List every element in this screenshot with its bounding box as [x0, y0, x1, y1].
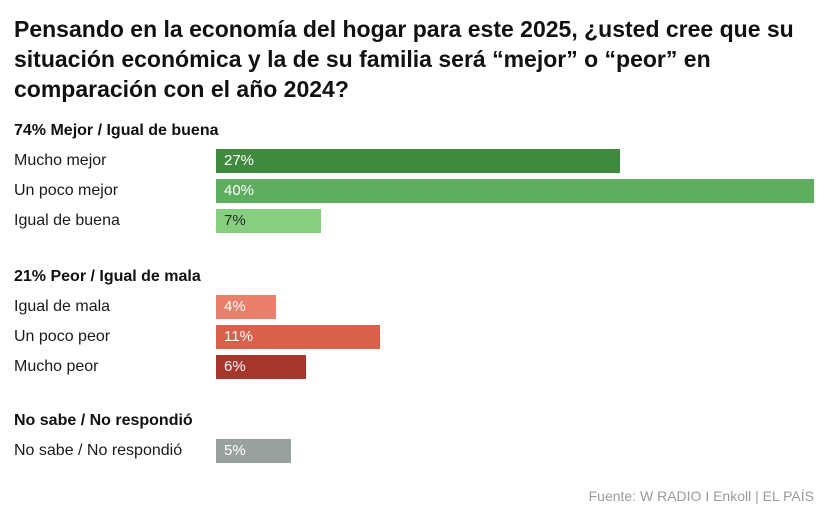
data-label: 11% — [224, 328, 253, 345]
data-label: 40% — [224, 182, 255, 199]
bar: 4% — [216, 295, 276, 319]
data-label: 5% — [224, 442, 246, 459]
chart-title: Pensando en la economía del hogar para e… — [14, 16, 794, 102]
category-label: Igual de mala — [14, 298, 111, 315]
source-note: Fuente: W RADIO I Enkoll | EL PAÍS — [588, 488, 814, 504]
bar: 7% — [216, 209, 321, 233]
group-title: 74% Mejor / Igual de buena — [14, 122, 219, 139]
category-label: Un poco peor — [14, 328, 111, 345]
category-label: Mucho peor — [14, 358, 99, 375]
data-label: 4% — [224, 298, 246, 315]
group-title: No sabe / No respondió — [14, 412, 193, 429]
data-label: 6% — [224, 358, 246, 375]
data-label: 7% — [224, 212, 246, 229]
category-label: Mucho mejor — [14, 152, 107, 169]
group-title: 21% Peor / Igual de mala — [14, 268, 201, 285]
bar: 11% — [216, 325, 380, 349]
category-label: Un poco mejor — [14, 182, 119, 199]
bar: 5% — [216, 439, 291, 463]
bar: 40% — [216, 179, 814, 203]
data-label: 27% — [224, 152, 255, 169]
bar: 27% — [216, 149, 620, 173]
bar: 6% — [216, 355, 306, 379]
category-label: No sabe / No respondió — [14, 442, 183, 459]
category-label: Igual de buena — [14, 212, 120, 229]
